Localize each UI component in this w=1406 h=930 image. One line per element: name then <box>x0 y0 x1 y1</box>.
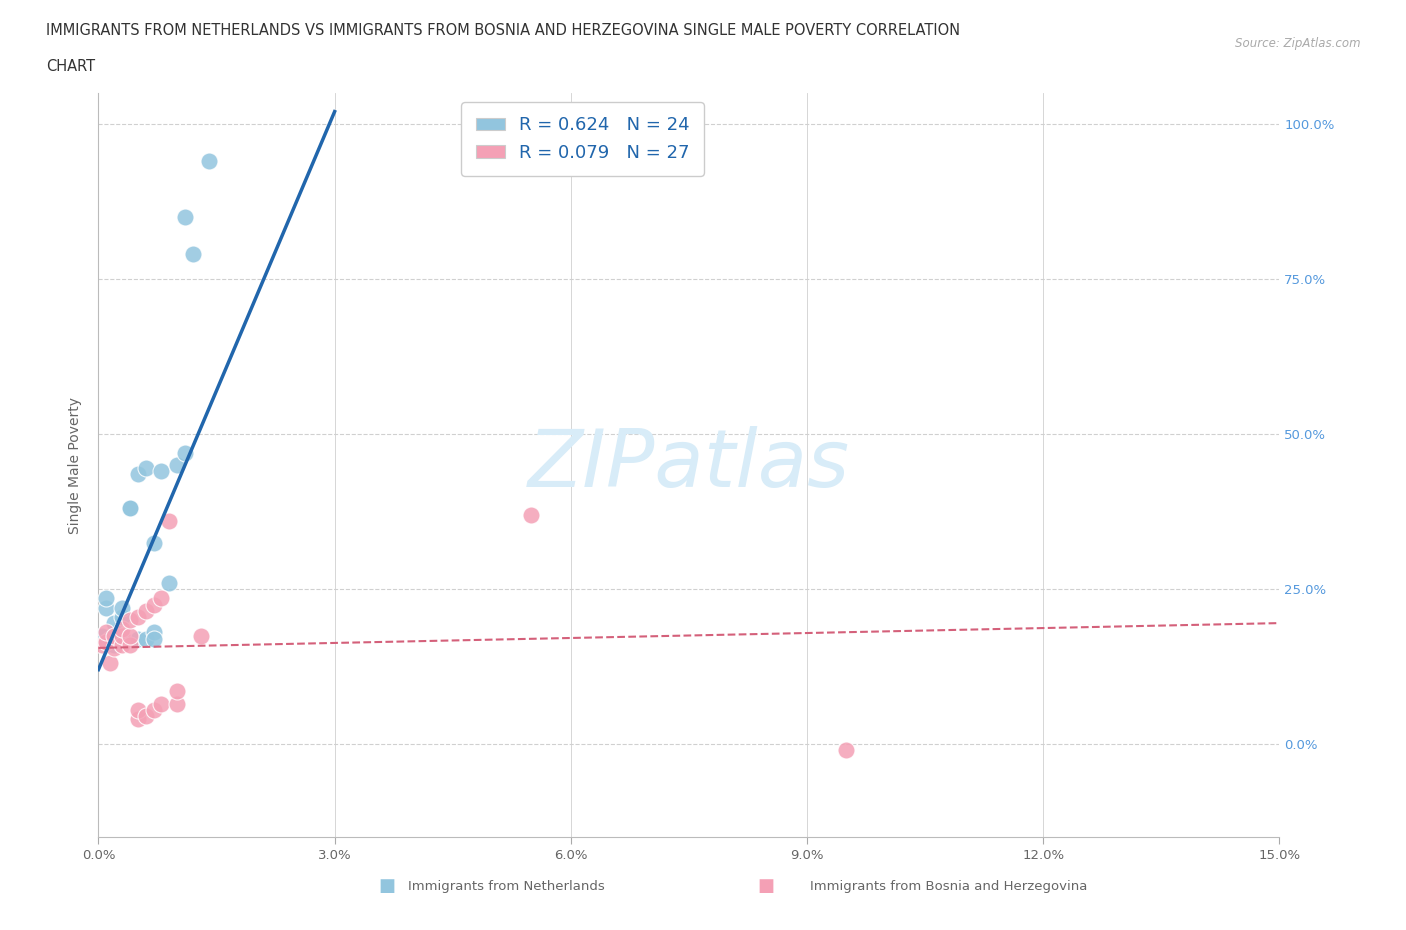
Legend: R = 0.624   N = 24, R = 0.079   N = 27: R = 0.624 N = 24, R = 0.079 N = 27 <box>461 102 704 176</box>
Point <box>520 507 543 522</box>
Point <box>166 458 188 472</box>
Point <box>190 628 212 643</box>
Point <box>118 501 141 516</box>
Point <box>127 609 149 624</box>
Point <box>150 591 173 605</box>
Point <box>127 702 149 717</box>
Point <box>103 616 125 631</box>
Point <box>91 628 114 643</box>
Point <box>150 697 173 711</box>
Point <box>181 246 204 261</box>
Point <box>127 711 149 726</box>
Point <box>142 535 165 550</box>
Point <box>98 656 121 671</box>
Point <box>118 501 141 516</box>
Point <box>127 631 149 646</box>
Point <box>135 709 157 724</box>
Point <box>96 634 118 649</box>
Point <box>96 625 118 640</box>
Point <box>835 743 858 758</box>
Point <box>118 637 141 652</box>
Text: ■: ■ <box>378 877 395 896</box>
Point <box>127 467 149 482</box>
Point <box>142 631 165 646</box>
Point <box>118 628 141 643</box>
Point <box>111 600 134 615</box>
Text: ■: ■ <box>758 877 775 896</box>
Point <box>142 702 165 717</box>
Point <box>111 609 134 624</box>
Point <box>111 622 134 637</box>
Point <box>103 637 125 652</box>
Point <box>157 576 180 591</box>
Point <box>111 628 134 643</box>
Point <box>166 697 188 711</box>
Point <box>91 637 114 652</box>
Point <box>135 631 157 646</box>
Text: Immigrants from Netherlands: Immigrants from Netherlands <box>408 880 605 893</box>
Point <box>157 513 180 528</box>
Point <box>135 604 157 618</box>
Text: CHART: CHART <box>46 59 96 73</box>
Point <box>98 631 121 646</box>
Point <box>174 445 197 460</box>
Point <box>150 464 173 479</box>
Point <box>174 209 197 224</box>
Point <box>197 153 219 168</box>
Point <box>103 628 125 643</box>
Point <box>96 591 118 605</box>
Point <box>142 597 165 612</box>
Text: IMMIGRANTS FROM NETHERLANDS VS IMMIGRANTS FROM BOSNIA AND HERZEGOVINA SINGLE MAL: IMMIGRANTS FROM NETHERLANDS VS IMMIGRANT… <box>46 23 960 38</box>
Point <box>96 600 118 615</box>
Y-axis label: Single Male Poverty: Single Male Poverty <box>69 396 83 534</box>
Point <box>111 637 134 652</box>
Point <box>103 641 125 656</box>
Text: Source: ZipAtlas.com: Source: ZipAtlas.com <box>1236 37 1361 50</box>
Point <box>142 625 165 640</box>
Text: Immigrants from Bosnia and Herzegovina: Immigrants from Bosnia and Herzegovina <box>810 880 1088 893</box>
Text: ZIPatlas: ZIPatlas <box>527 426 851 504</box>
Point <box>166 684 188 698</box>
Point <box>118 613 141 628</box>
Point <box>135 460 157 475</box>
